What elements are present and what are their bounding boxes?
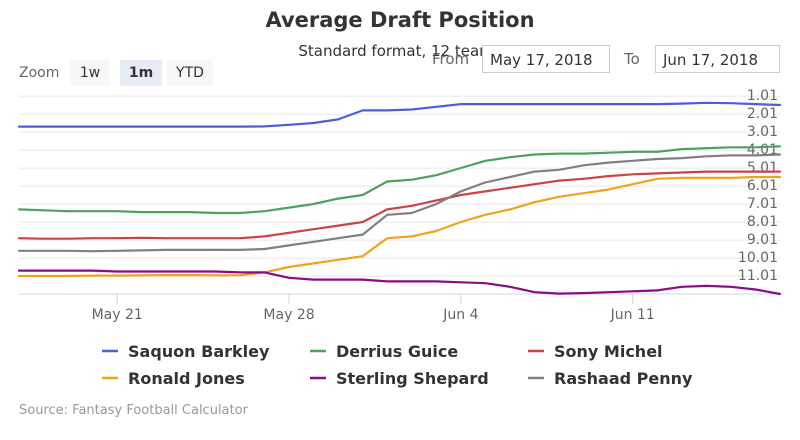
legend-label: Sony Michel [554, 342, 663, 361]
legend-item[interactable]: Sterling Shepard [310, 369, 489, 388]
x-tick-label: May 28 [263, 307, 314, 323]
series-line-derrius-guice[interactable] [17, 145, 782, 215]
y-tick-label: 9.01 [747, 232, 778, 248]
chart-subtitle: Standard format, 12 teams [298, 42, 502, 60]
legend-label: Sterling Shepard [336, 369, 489, 388]
legend-label: Saquon Barkley [128, 342, 270, 361]
legend-item[interactable]: Saquon Barkley [102, 342, 270, 361]
zoom-1m-button[interactable]: 1m [120, 60, 162, 86]
zoom-label: Zoom [19, 65, 60, 81]
range-from-label: From [432, 50, 470, 68]
zoom-ytd-button[interactable]: YTD [167, 60, 213, 86]
range-to-input[interactable]: Jun 17, 2018 [655, 45, 780, 73]
y-tick-label: 10.01 [738, 250, 778, 266]
y-tick-label: 5.01 [747, 160, 778, 176]
legend-item[interactable]: Rashaad Penny [528, 369, 693, 388]
x-tick-label: Jun 4 [442, 307, 478, 323]
range-from-input[interactable]: May 17, 2018 [482, 45, 610, 73]
series-line-sterling-shepard[interactable] [17, 269, 782, 296]
x-axis: May 21 May 28 Jun 4 Jun 11 [19, 293, 780, 323]
range-to-label: To [624, 50, 640, 68]
chart-title: Average Draft Position [265, 8, 535, 32]
legend-item[interactable]: Sony Michel [528, 342, 663, 361]
legend-item[interactable]: Ronald Jones [102, 369, 245, 388]
plot-area [17, 101, 782, 296]
legend-label: Ronald Jones [128, 369, 245, 388]
y-tick-label: 8.01 [747, 214, 778, 230]
series-line-ronald-jones[interactable] [17, 175, 782, 278]
y-tick-label: 3.01 [747, 124, 778, 140]
series-line-sony-michel[interactable] [17, 170, 782, 240]
credits-text: Source: Fantasy Football Calculator [19, 403, 248, 418]
y-axis: 1.012.013.014.015.016.017.018.019.0110.0… [738, 88, 778, 284]
series-line-rashaad-penny[interactable] [17, 153, 782, 253]
y-tick-label: 7.01 [747, 196, 778, 212]
y-tick-label: 2.01 [747, 106, 778, 122]
y-tick-label: 1.01 [747, 88, 778, 104]
grid-lines [19, 95, 780, 277]
legend-label: Derrius Guice [336, 342, 458, 361]
legend-label: Rashaad Penny [554, 369, 693, 388]
y-tick-label: 6.01 [747, 178, 778, 194]
x-tick-label: Jun 11 [610, 307, 655, 323]
y-tick-label: 11.01 [738, 268, 778, 284]
series-line-saquon-barkley[interactable] [17, 101, 782, 128]
legend: Saquon Barkley Derrius Guice Sony Michel Ro… [102, 342, 693, 388]
x-tick-label: May 21 [92, 307, 143, 323]
legend-item[interactable]: Derrius Guice [310, 342, 458, 361]
zoom-1w-button[interactable]: 1w [70, 60, 110, 86]
